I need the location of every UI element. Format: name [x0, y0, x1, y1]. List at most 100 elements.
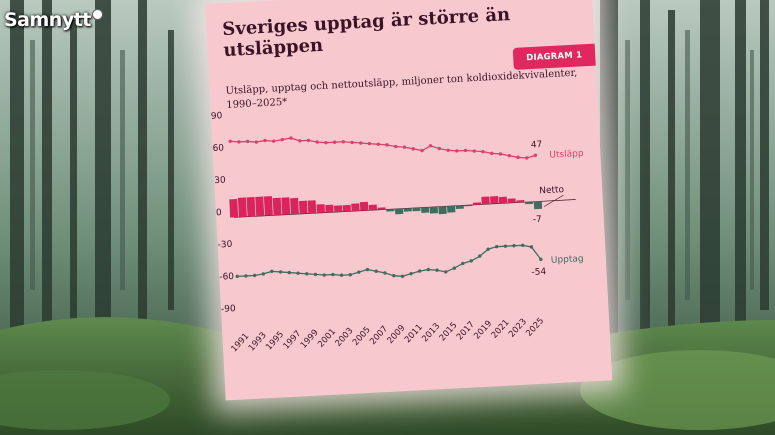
data-point	[383, 271, 387, 275]
data-point	[272, 139, 276, 143]
netto-bar	[377, 207, 386, 210]
data-point	[472, 149, 476, 153]
data-point	[503, 244, 508, 248]
chart-card: Sveriges upptag är större än utsläppen D…	[205, 0, 613, 401]
data-point	[245, 139, 250, 144]
netto-bar	[507, 198, 516, 204]
x-tick-label: 1995	[264, 330, 286, 353]
data-point	[444, 270, 448, 274]
data-point	[512, 244, 516, 248]
chart-labels: 90 60 30 0 -30 -60 -90 Utsläpp 47 Netto -7 Upptag -5…	[211, 111, 585, 354]
data-point	[350, 140, 354, 145]
x-tick-label: 2003	[334, 326, 356, 349]
data-point	[426, 267, 430, 272]
netto-bar	[237, 197, 247, 218]
series-end-value: -7	[533, 215, 542, 225]
netto-bar	[351, 203, 360, 212]
netto-bar	[429, 206, 439, 214]
data-point	[237, 140, 241, 144]
data-point	[520, 243, 525, 247]
netto-bar	[307, 200, 317, 214]
data-point	[296, 271, 300, 275]
data-point	[228, 139, 232, 143]
netto-bar	[490, 196, 499, 204]
x-tick-label: 2011	[403, 322, 425, 345]
data-point	[306, 138, 311, 143]
chart-title: Sveriges upptag är större än utsläppen	[221, 4, 511, 62]
netto-bar	[263, 196, 273, 216]
netto-bar	[438, 206, 447, 215]
series-end-value: 47	[531, 140, 543, 151]
data-point	[486, 247, 490, 251]
y-tick-label: 60	[212, 143, 224, 154]
x-tick-label: 2001	[316, 327, 338, 350]
data-point	[235, 274, 239, 279]
data-point	[494, 244, 499, 249]
data-point	[525, 156, 529, 160]
x-tick-label: 1993	[247, 331, 269, 354]
netto-bar	[246, 196, 256, 217]
series-line-utsläpp	[230, 137, 536, 159]
data-point	[280, 137, 285, 142]
x-tick-label: 2005	[351, 325, 373, 348]
samnytt-logo[interactable]: Samnytt	[4, 5, 103, 35]
logo-dot-icon	[91, 8, 103, 20]
series-end-value: -54	[531, 267, 546, 278]
netto-bar	[255, 196, 265, 217]
data-point	[478, 254, 482, 258]
data-point	[463, 148, 468, 153]
netto-bar	[421, 207, 430, 213]
series-name-label: Netto	[539, 185, 565, 196]
data-point	[339, 273, 344, 277]
data-point	[417, 269, 422, 273]
netto-leader-line	[543, 194, 564, 207]
data-point	[400, 274, 405, 279]
x-tick-label: 2013	[420, 321, 442, 344]
x-tick-label: 2009	[386, 323, 408, 346]
netto-bar	[272, 197, 282, 216]
data-point	[357, 270, 361, 274]
data-point	[394, 144, 398, 149]
data-point	[409, 272, 413, 276]
data-point	[529, 245, 534, 249]
netto-bar	[342, 204, 351, 212]
netto-bar	[481, 196, 490, 205]
data-point	[341, 140, 346, 144]
y-tick-label: 30	[214, 176, 226, 187]
netto-bar	[359, 201, 369, 211]
netto-bar	[464, 204, 473, 207]
data-point	[365, 267, 370, 272]
data-point	[490, 151, 494, 156]
data-point	[254, 140, 259, 144]
data-point	[278, 270, 283, 274]
data-point	[287, 270, 291, 275]
data-point	[437, 146, 442, 151]
netto-bar	[516, 200, 525, 203]
data-point	[402, 145, 407, 149]
emissions-chart: 90 60 30 0 -30 -60 -90 Utsläpp 47 Netto -7 Upptag -5…	[211, 111, 585, 354]
data-point	[428, 144, 433, 148]
data-point	[331, 272, 335, 277]
x-tick-label: 2017	[455, 320, 477, 343]
netto-bar	[533, 201, 543, 210]
netto-bar	[368, 204, 377, 211]
data-point	[435, 268, 439, 272]
netto-bar	[455, 205, 464, 210]
data-point	[533, 153, 538, 158]
data-point	[289, 136, 293, 140]
data-point	[298, 139, 302, 143]
y-tick-label: -30	[217, 240, 232, 251]
x-tick-label: 1997	[281, 329, 303, 352]
series-line-upptag	[237, 244, 542, 278]
data-point	[313, 272, 318, 277]
data-point	[324, 141, 328, 145]
x-tick-label: 1999	[299, 328, 321, 351]
data-point	[481, 149, 485, 154]
netto-bar	[325, 204, 334, 213]
data-point	[244, 274, 248, 278]
data-point	[374, 269, 378, 273]
data-point	[498, 152, 503, 156]
data-point	[469, 259, 474, 263]
data-point	[420, 148, 424, 153]
netto-bar	[316, 204, 325, 214]
